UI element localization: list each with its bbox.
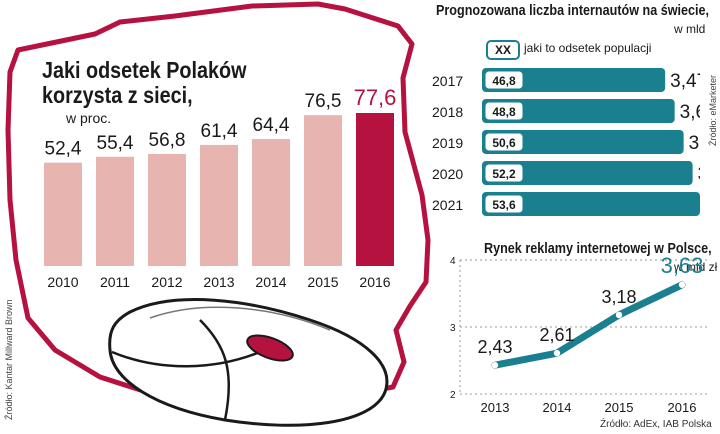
bar-year-label: 2011 <box>100 274 130 290</box>
bar-value-label: 52,4 <box>45 139 82 160</box>
population-share-label: 52,2 <box>492 167 516 181</box>
bar-2012 <box>148 154 186 266</box>
bar-2015 <box>304 115 342 266</box>
y-tick-label: 2 <box>450 390 456 401</box>
bar-year-label: 2012 <box>151 274 182 290</box>
bar-2010 <box>44 162 82 266</box>
bar-value-label: 76,5 <box>305 91 342 112</box>
y-tick-label: 4 <box>450 256 456 267</box>
bar-2014 <box>252 139 290 266</box>
bar-value-label: 56,8 <box>149 130 186 151</box>
hbar-year-label: 2021 <box>432 197 463 213</box>
hbar-2021 <box>482 192 700 216</box>
bar-value-label: 55,4 <box>97 133 134 154</box>
hbar-2020 <box>482 161 693 185</box>
y-tick-label: 3 <box>450 323 456 334</box>
legend-text: jaki to odsetek populacji <box>524 41 652 55</box>
hbar-value-label: 3,47 <box>670 71 700 92</box>
population-share-box <box>484 70 524 90</box>
bar-value-label: 64,4 <box>253 115 290 136</box>
population-share-box <box>484 163 524 183</box>
population-share-box <box>484 132 524 152</box>
line-value-label: 3,18 <box>601 287 636 307</box>
hbar-2017 <box>482 68 666 92</box>
right-line-chart: 2 3 4 2,43 2013 2,61 2014 3,18 2015 3,63 2016 <box>450 253 710 415</box>
hbar-value-label: 3,99 <box>698 164 700 185</box>
right-top-unit: w mld <box>674 22 706 36</box>
hbar-year-label: 2017 <box>432 73 463 89</box>
hbar-2019 <box>482 130 684 154</box>
population-share-label: 53,6 <box>492 198 516 212</box>
line-point-2014 <box>553 349 561 357</box>
right-top-title: Prognozowana liczba internautów na świec… <box>436 2 710 19</box>
bar-value-label: 77,6 <box>354 85 397 110</box>
bar-year-label: 2010 <box>47 274 78 290</box>
line-value-label: 2,61 <box>539 325 574 345</box>
right-hbar-chart: 2017 46,8 3,47 2018 48,8 3,65 2019 50,6 3,82 2020… <box>432 68 700 216</box>
left-chart-unit: w proc. <box>66 110 112 126</box>
left-chart-source: Źródło: Kantar Millward Brown <box>4 299 14 420</box>
hbar-year-label: 2020 <box>432 166 463 182</box>
bar-2013 <box>200 144 238 266</box>
right-bottom-unit: w mld zł <box>674 260 718 274</box>
legend-swatch: XX <box>486 40 520 60</box>
left-chart-title: Jaki odsetek Polaków korzysta z sieci, <box>42 58 246 108</box>
hbar-2018 <box>482 99 675 123</box>
line-point-2016 <box>678 281 686 288</box>
bar-year-label: 2013 <box>203 274 234 290</box>
line-point-2015 <box>615 311 623 319</box>
population-share-label: 48,8 <box>492 105 516 119</box>
left-chart-title-line1: Jaki odsetek Polaków <box>42 57 247 83</box>
x-tick-label: 2013 <box>481 400 510 415</box>
series-line <box>491 281 686 369</box>
population-share-box <box>484 101 524 121</box>
right-top-source: Źródło: eMarketer <box>708 74 718 146</box>
left-bar-chart: 52,4 2010 55,4 2011 56,8 2012 61,4 2013 64,4 2014… <box>44 85 397 290</box>
hbar-value-label: 3,65 <box>680 102 700 123</box>
bar-value-label: 61,4 <box>201 121 238 142</box>
hbar-year-label: 2019 <box>432 135 463 151</box>
x-tick-label: 2016 <box>668 400 697 415</box>
right-bottom-title: Rynek reklamy internetowej w Polsce, <box>484 240 712 257</box>
line-value-label: 2,43 <box>477 337 512 357</box>
population-share-box <box>484 194 524 214</box>
right-bottom-source: Źródło: AdEx, IAB Polska <box>600 419 712 430</box>
x-tick-label: 2015 <box>605 400 634 415</box>
bar-year-label: 2015 <box>307 274 338 290</box>
left-chart-title-line2: korzysta z sieci, <box>42 82 193 108</box>
bar-year-label: 2016 <box>359 274 390 290</box>
population-share-label: 50,6 <box>492 136 516 150</box>
population-share-label: 46,8 <box>492 74 516 88</box>
poland-outline-frame <box>5 1 431 408</box>
bar-2016 <box>356 113 394 266</box>
bar-year-label: 2014 <box>255 274 286 290</box>
bar-2011 <box>96 156 134 266</box>
mouse-icon <box>108 298 389 427</box>
line-value-label: 3,63 <box>661 253 704 278</box>
hbar-year-label: 2018 <box>432 104 463 120</box>
hbar-value-label: 3,82 <box>689 133 700 154</box>
x-tick-label: 2014 <box>543 400 572 415</box>
line-point-2013 <box>491 361 499 369</box>
